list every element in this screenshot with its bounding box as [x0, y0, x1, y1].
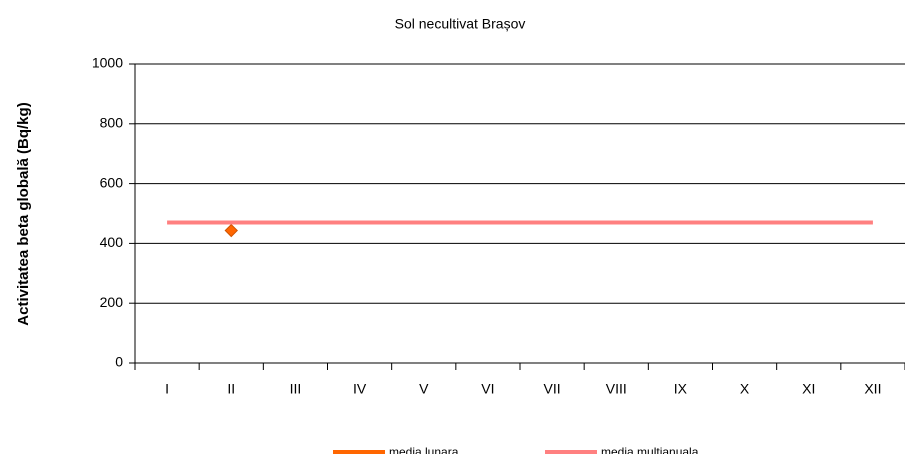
- x-tick-label: I: [165, 381, 169, 397]
- x-tick-label: VI: [481, 381, 494, 397]
- chart-title: Sol necultivat Brașov: [395, 16, 526, 32]
- y-tick-label: 800: [100, 115, 124, 131]
- y-tick-label: 0: [115, 354, 123, 370]
- x-tick-label: II: [227, 381, 235, 397]
- x-tick-label: V: [419, 381, 429, 397]
- y-tick-label: 400: [100, 234, 124, 250]
- y-tick-label: 600: [100, 174, 124, 190]
- x-tick-label: III: [290, 381, 302, 397]
- y-tick-label: 1000: [92, 55, 123, 71]
- y-tick-label: 200: [100, 294, 124, 310]
- data-point: [224, 223, 238, 238]
- x-tick-label: X: [740, 381, 750, 397]
- legend-label: media multianuala: [601, 445, 699, 454]
- x-tick-label: IV: [353, 381, 367, 397]
- x-tick-label: VII: [544, 381, 561, 397]
- x-tick-label: XI: [802, 381, 815, 397]
- x-tick-label: VIII: [606, 381, 627, 397]
- x-tick-label: XII: [864, 381, 881, 397]
- legend-label: media lunara: [389, 445, 459, 454]
- y-axis-label: Activitatea beta globală (Bq/kg): [15, 102, 32, 325]
- x-tick-label: IX: [674, 381, 688, 397]
